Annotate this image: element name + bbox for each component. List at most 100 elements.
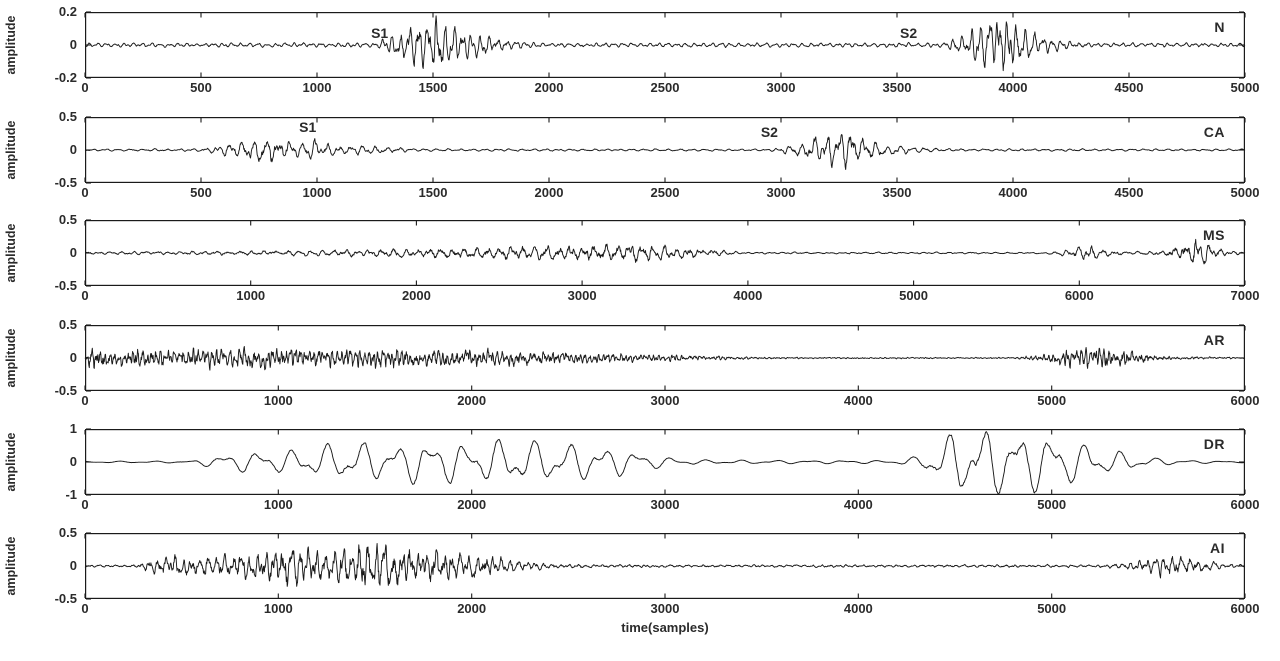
x-tick-label: 0	[81, 497, 89, 512]
x-tick-label: 4000	[843, 393, 873, 408]
x-tick-label: 6000	[1230, 393, 1260, 408]
x-tick-label: 4000	[733, 288, 763, 303]
waveform-plot-ca	[84, 116, 1246, 184]
y-tick-labels: 0.5 0 -0.5	[0, 317, 80, 398]
y-tick-label: -0.5	[54, 175, 77, 190]
x-tick-label: 3000	[766, 80, 796, 95]
x-tick-label: 2000	[457, 393, 487, 408]
x-tick-label: 0	[81, 288, 89, 303]
x-tick-label: 1000	[263, 601, 293, 616]
x-tick-label: 5000	[1230, 80, 1260, 95]
x-tick-label: 500	[190, 185, 212, 200]
y-tick-label: 0	[69, 558, 77, 573]
x-tick-label: 3500	[882, 80, 912, 95]
x-tick-label: 4000	[843, 497, 873, 512]
signal-class-label: DR	[1203, 436, 1225, 452]
y-tick-label: 0	[69, 350, 77, 365]
x-tick-label: 2500	[650, 80, 680, 95]
y-tick-label: 0.5	[58, 525, 77, 540]
x-tick-label: 2000	[401, 288, 431, 303]
y-tick-label: -1	[65, 487, 77, 502]
x-tick-label: 1000	[263, 497, 293, 512]
x-tick-labels: 0 1000 2000 3000 4000 5000 6000	[0, 392, 1280, 410]
x-tick-label: 1000	[302, 80, 332, 95]
subplot-ms: amplitude 0.5 0 -0.5 MS 0 1000 2000 3000 4000 5…	[0, 212, 1280, 324]
waveform-plot-ms	[84, 219, 1246, 287]
annotation-s2: S2	[760, 123, 778, 140]
x-tick-label: 3000	[650, 497, 680, 512]
x-tick-labels: 0 500 1000 1500 2000 2500 3000 3500 4000 4500 5000	[0, 79, 1280, 97]
annotation-s1: S1	[299, 119, 317, 136]
annotation-s2: S2	[900, 25, 918, 42]
y-tick-labels: 0.5 0 -0.5	[0, 109, 80, 190]
x-tick-label: 5000	[1037, 497, 1067, 512]
x-tick-labels: 0 1000 2000 3000 4000 5000 6000	[0, 600, 1280, 618]
x-tick-label: 5000	[899, 288, 929, 303]
x-tick-labels: 0 1000 2000 3000 4000 5000 6000	[0, 496, 1280, 514]
x-tick-label: 5000	[1037, 393, 1067, 408]
waveform-plot-n	[84, 11, 1246, 79]
y-tick-label: -0.5	[54, 383, 77, 398]
subplot-dr: amplitude 1 0 -1 DR 0 1000 2000 3000 4000 5000 6…	[0, 421, 1280, 533]
x-tick-label: 1000	[236, 288, 266, 303]
annotation-s1: S1	[371, 25, 389, 42]
x-tick-label: 2000	[534, 185, 564, 200]
y-tick-labels: 0.2 0 -0.2	[0, 4, 80, 85]
x-tick-label: 500	[190, 80, 212, 95]
x-tick-label: 3000	[766, 185, 796, 200]
x-tick-label: 3500	[882, 185, 912, 200]
x-tick-label: 1500	[418, 80, 448, 95]
subplot-ca: amplitude 0.5 0 -0.5 CA S1 S2 0 500 1000 1500…	[0, 109, 1280, 221]
x-tick-label: 1000	[263, 393, 293, 408]
y-tick-label: 0	[69, 454, 77, 469]
signal-class-label: CA	[1203, 124, 1225, 140]
signal-class-label: N	[1214, 19, 1225, 35]
x-tick-label: 2500	[650, 185, 680, 200]
x-tick-label: 6000	[1064, 288, 1094, 303]
y-tick-label: 0.5	[58, 317, 77, 332]
y-tick-label: 0	[69, 37, 77, 52]
y-tick-labels: 1 0 -1	[0, 421, 80, 502]
subplot-ar: amplitude 0.5 0 -0.5 AR 0 1000 2000 3000 4000 5…	[0, 317, 1280, 429]
x-axis-label: time(samples)	[621, 620, 709, 635]
waveform-plot-ai	[84, 532, 1246, 600]
y-tick-label: -0.2	[54, 70, 77, 85]
x-tick-label: 5000	[1230, 185, 1260, 200]
x-tick-label: 5000	[1037, 601, 1067, 616]
signal-class-label: MS	[1203, 227, 1225, 243]
y-tick-labels: 0.5 0 -0.5	[0, 212, 80, 293]
x-tick-label: 4500	[1114, 80, 1144, 95]
y-tick-label: 0	[69, 245, 77, 260]
x-tick-label: 2000	[457, 497, 487, 512]
y-tick-label: -0.5	[54, 591, 77, 606]
y-tick-labels: 0.5 0 -0.5	[0, 525, 80, 606]
signal-class-label: AI	[1210, 540, 1225, 556]
waveform-plot-dr	[84, 428, 1246, 496]
y-tick-label: -0.5	[54, 278, 77, 293]
x-tick-label: 4000	[998, 185, 1028, 200]
x-tick-label: 1000	[302, 185, 332, 200]
x-tick-label: 2000	[457, 601, 487, 616]
y-tick-label: 0.5	[58, 212, 77, 227]
x-tick-labels: 0 1000 2000 3000 4000 5000 6000 7000	[0, 287, 1280, 305]
x-tick-label: 2000	[534, 80, 564, 95]
x-tick-label: 3000	[567, 288, 597, 303]
x-tick-label: 6000	[1230, 497, 1260, 512]
y-tick-label: 0.2	[58, 4, 77, 19]
x-tick-label: 1500	[418, 185, 448, 200]
signal-class-label: AR	[1203, 332, 1225, 348]
x-tick-label: 0	[81, 185, 89, 200]
x-tick-label: 4500	[1114, 185, 1144, 200]
x-tick-label: 4000	[843, 601, 873, 616]
x-tick-label: 6000	[1230, 601, 1260, 616]
waveform-plot-ar	[84, 324, 1246, 392]
subplot-ai: amplitude 0.5 0 -0.5 AI 0 1000 2000 3000 4000 5…	[0, 525, 1280, 637]
x-tick-labels: 0 500 1000 1500 2000 2500 3000 3500 4000 4500 5000	[0, 184, 1280, 202]
x-tick-label: 4000	[998, 80, 1028, 95]
x-tick-label: 3000	[650, 601, 680, 616]
y-tick-label: 0.5	[58, 109, 77, 124]
y-tick-label: 0	[69, 142, 77, 157]
subplot-normal: amplitude 0.2 0 -0.2 N S1 S2 0 500 1000 1500 2…	[0, 4, 1280, 116]
x-tick-label: 3000	[650, 393, 680, 408]
